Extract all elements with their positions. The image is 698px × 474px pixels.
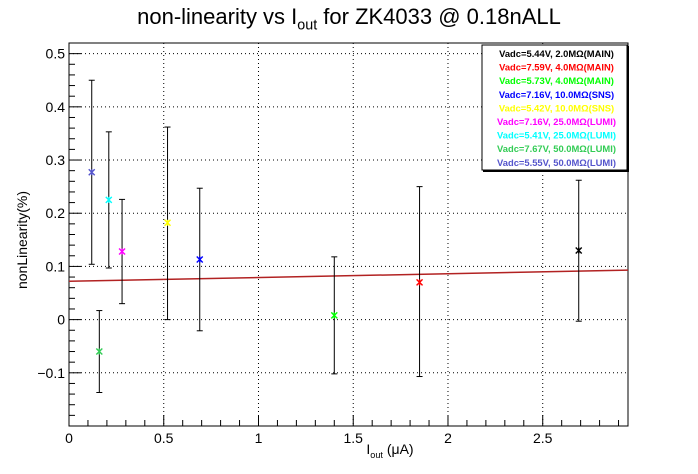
legend-shadow [483, 170, 628, 172]
data-marker [118, 248, 126, 256]
legend-shadow [627, 46, 629, 172]
xlabel-unit: (μA) [382, 441, 414, 457]
data-point [330, 256, 338, 375]
y-tick-label: 0.2 [46, 205, 66, 221]
data-points [88, 79, 583, 393]
title-subscript: out [297, 17, 318, 34]
data-marker [105, 196, 113, 204]
legend-entry: Vadc=5.41V, 25.0MΩ(LUMI) [497, 130, 616, 141]
x-tick-label: 1 [255, 430, 263, 446]
y-tick-label: −0.1 [37, 365, 65, 381]
data-point [164, 126, 172, 321]
data-point [105, 131, 113, 269]
y-tick-label: 0.3 [46, 152, 66, 168]
title-text-suffix: for ZK4033 @ 0.18nALL [317, 4, 561, 29]
legend-entry: Vadc=7.16V, 10.0MΩ(SNS) [499, 89, 614, 100]
data-marker [575, 246, 583, 254]
xlabel-subscript: out [370, 449, 383, 460]
data-marker [88, 168, 96, 176]
data-point [95, 310, 103, 393]
xlabel-text: I [366, 441, 371, 457]
x-tick-label: 2.5 [533, 430, 553, 446]
data-marker [416, 278, 424, 286]
x-tick-label: 1.5 [344, 430, 364, 446]
data-point [196, 187, 204, 332]
title-text: non-linearity vs I [137, 4, 298, 29]
data-marker [164, 219, 172, 227]
axis-ticks: 0 0.5 1 1.5 2 2.5 −0.1 0 0.1 0.2 0.3 0.4 0.5 [37, 46, 620, 446]
legend-entry: Vadc=5.44V, 2.0MΩ(MAIN) [499, 48, 614, 59]
y-tick-label: 0.5 [46, 46, 66, 62]
y-tick-label: 0.4 [46, 99, 66, 115]
legend-entry: Vadc=5.42V, 10.0MΩ(SNS) [499, 102, 614, 113]
x-tick-label: 0 [65, 430, 73, 446]
y-axis-label: nonLinearity(%) [14, 190, 30, 290]
legend-entry: Vadc=7.59V, 4.0MΩ(MAIN) [499, 62, 614, 73]
chart-title: non-linearity vs Iout for ZK4033 @ 0.18n… [0, 4, 698, 33]
y-tick-label: 0 [57, 312, 65, 328]
x-tick-label: 2 [444, 430, 452, 446]
data-marker [196, 256, 204, 263]
legend-entry: Vadc=5.55V, 50.0MΩ(LUMI) [497, 157, 616, 168]
x-axis-label: Iout (μA) [300, 441, 480, 460]
fit-line-group [68, 269, 629, 283]
legend-entry: Vadc=7.67V, 50.0MΩ(LUMI) [497, 143, 616, 154]
y-tick-label: 0.1 [46, 258, 66, 274]
data-point [88, 79, 96, 265]
legend: Vadc=5.44V, 2.0MΩ(MAIN) Vadc=7.59V, 4.0MΩ… [481, 44, 629, 172]
x-tick-label: 0.5 [154, 430, 174, 446]
data-point [118, 198, 126, 305]
data-point [416, 186, 424, 378]
data-marker [95, 348, 103, 356]
fit-line [68, 269, 629, 283]
data-point [575, 179, 583, 322]
legend-entry: Vadc=5.73V, 4.0MΩ(MAIN) [499, 75, 614, 86]
data-marker [330, 311, 338, 319]
legend-entry: Vadc=7.16V, 25.0MΩ(LUMI) [497, 116, 616, 127]
